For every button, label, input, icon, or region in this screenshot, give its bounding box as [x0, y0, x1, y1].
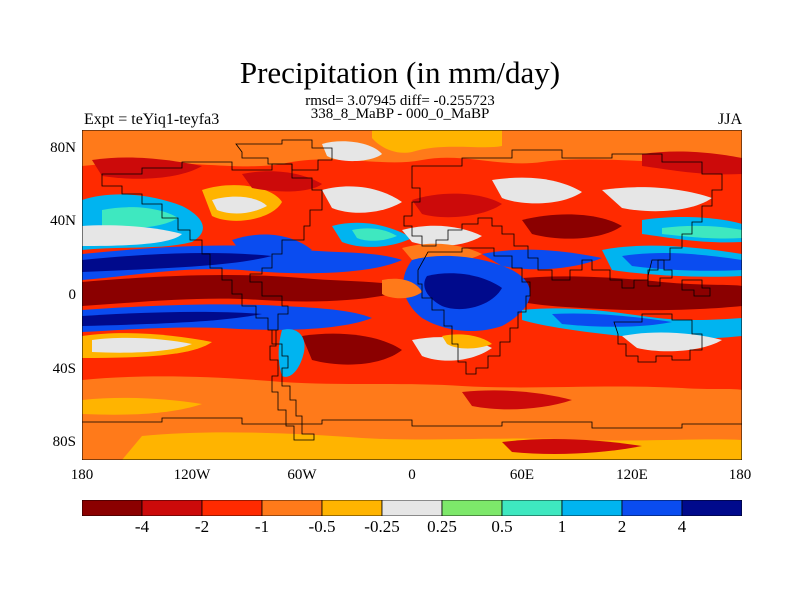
lon-tick-label: 0: [408, 467, 416, 483]
colorbar-swatch: [501, 500, 563, 516]
south-atlantic-dry-patch: [302, 333, 402, 365]
precipitation-map: [82, 130, 742, 460]
colorbar-swatch: [681, 500, 742, 516]
colorbar-level-label: 0.5: [491, 517, 513, 536]
colorbar-level-label: -1: [254, 517, 270, 536]
lon-tick-label: 60E: [509, 467, 535, 483]
colorbar: [82, 500, 742, 516]
stats-subtitle: rmsd= 3.07945 diff= -0.255723: [305, 93, 495, 109]
season-label: JJA: [717, 111, 742, 128]
lat-tick-label: 80S: [52, 434, 76, 450]
colorbar-swatch: [141, 500, 203, 516]
colorbar-level-label: 2: [617, 517, 627, 536]
plot-title: Precipitation (in mm/day): [239, 55, 561, 90]
colorbar-swatch: [201, 500, 263, 516]
lat-tick-label: 80N: [50, 140, 76, 156]
colorbar-level-label: -0.25: [364, 517, 400, 536]
experiment-label: Expt = teYiq1-teyfa3: [84, 111, 220, 128]
continent-outlines: [82, 139, 742, 441]
colorbar-swatch: [621, 500, 683, 516]
colorbar-level-label: 0.25: [427, 517, 457, 536]
colorbar-swatch: [321, 500, 383, 516]
experiment-periods-subtitle: 338_8_MaBP - 000_0_MaBP: [310, 106, 490, 122]
colorbar-swatch: [261, 500, 323, 516]
lat-tick-label: 0: [68, 287, 77, 303]
lon-tick-label: 120W: [173, 467, 211, 483]
lat-tick-label: 40N: [50, 213, 76, 229]
colorbar-level-label: -4: [134, 517, 150, 536]
lon-tick-label: 120E: [616, 467, 648, 483]
colorbar-level-label: 1: [557, 517, 567, 536]
lon-tick-label: 60W: [287, 467, 317, 483]
equatorial-dry-band: [82, 275, 412, 306]
lon-tick-label: 180: [728, 467, 752, 483]
lat-tick-label: 40S: [52, 361, 76, 377]
colorbar-level-label: -0.5: [308, 517, 336, 536]
colorbar-level-label: 4: [677, 517, 687, 536]
colorbar-swatch: [82, 500, 143, 516]
colorbar-level-label: -2: [194, 517, 210, 536]
colorbar-swatch: [561, 500, 623, 516]
colorbar-swatch: [441, 500, 503, 516]
lon-tick-label: 180: [70, 467, 94, 483]
colorbar-swatch: [381, 500, 443, 516]
